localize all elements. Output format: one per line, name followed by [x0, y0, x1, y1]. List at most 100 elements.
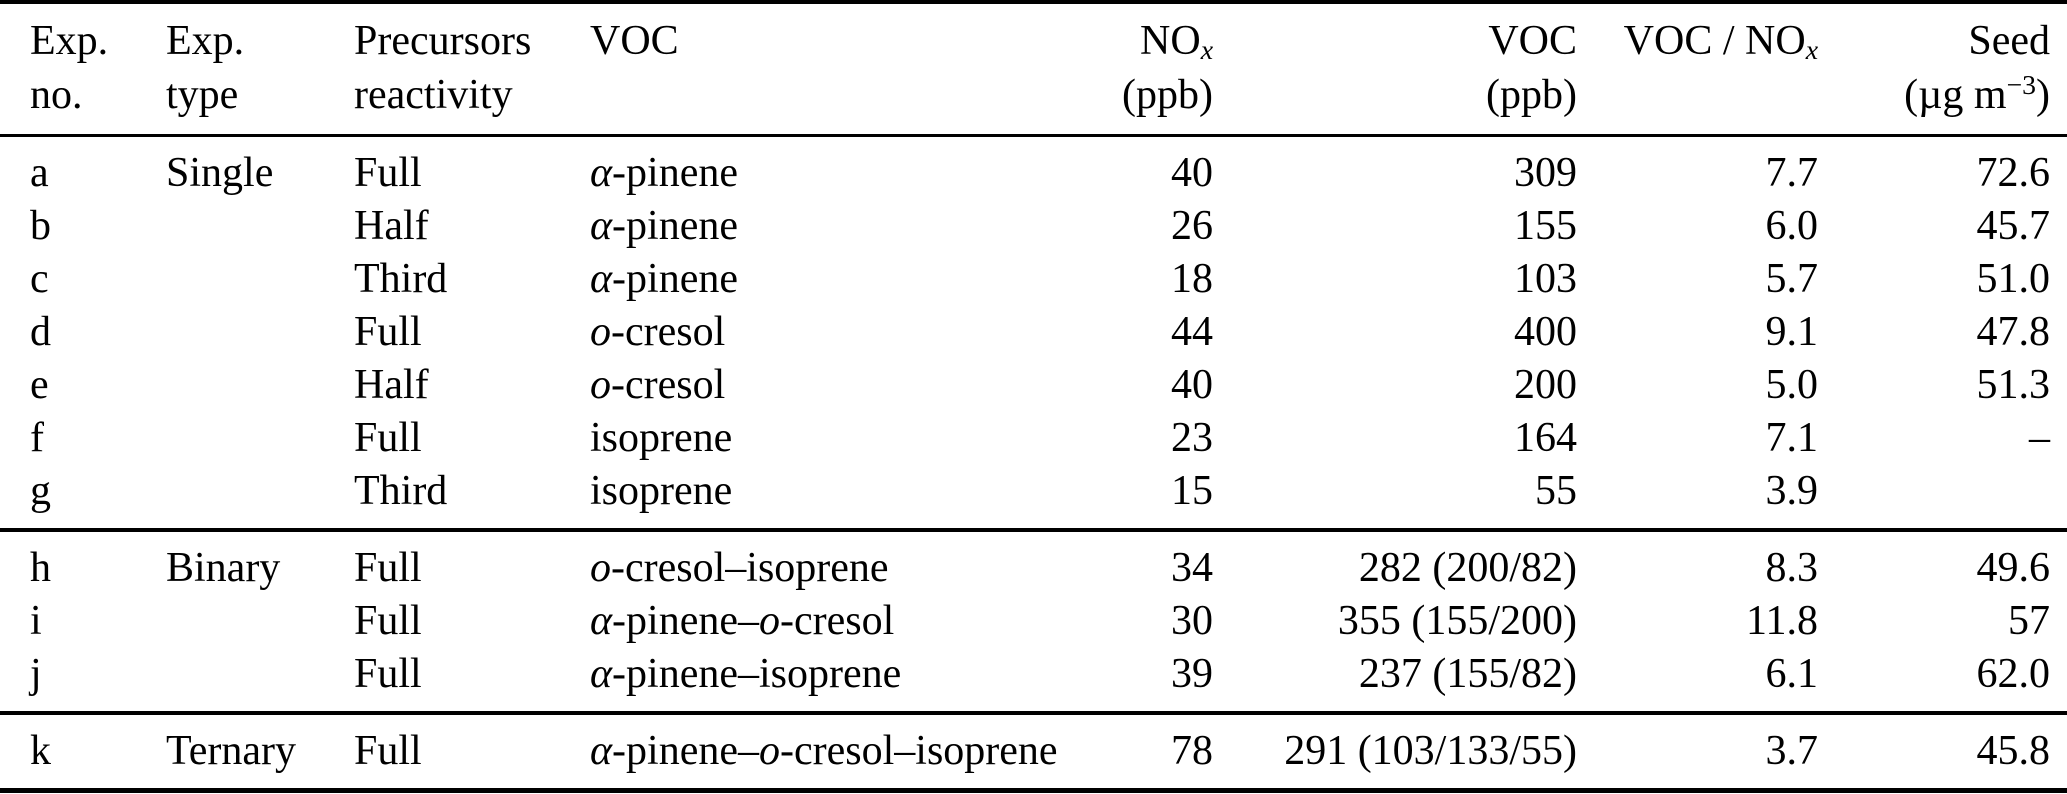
cell-exp-type: Single: [166, 150, 274, 196]
cell-voc: α-pinene–isoprene: [590, 651, 902, 697]
seed-unit-close: ): [2036, 72, 2050, 118]
header-voc-nox-ratio: VOC / NOx: [1577, 2, 1818, 136]
cell-voc-nox-ratio: 9.1: [1765, 309, 1819, 355]
cell-voc: isoprene: [590, 468, 733, 514]
cell-exp-no: j: [30, 651, 42, 697]
cell-voc: α-pinene: [590, 256, 738, 302]
cell-precursors-reactivity: Third: [354, 468, 448, 514]
cell-nox-ppb: 30: [1171, 598, 1213, 644]
cell-precursors-reactivity: Full: [354, 545, 422, 591]
header-voc: VOC: [590, 2, 1120, 136]
cell-seed: 51.3: [1976, 362, 2051, 408]
cell-precursors-reactivity: Half: [354, 203, 429, 249]
cell-exp-no: d: [30, 309, 51, 355]
cell-voc-nox-ratio: 5.7: [1765, 256, 1819, 302]
table-row: c Third α-pinene 18 103 5.7 51.0: [0, 253, 2067, 306]
table-row: k Ternary Full α-pinene–o-cresol–isopren…: [0, 713, 2067, 791]
cell-exp-type: [166, 412, 354, 465]
header-text: (ppb): [1122, 72, 1213, 118]
cell-seed: 57: [2008, 598, 2050, 644]
cell-voc: α-pinene: [590, 203, 738, 249]
cell-nox-ppb: 23: [1171, 415, 1213, 461]
cell-voc-ppb: 155: [1514, 203, 1577, 249]
cell-precursors-reactivity: Full: [354, 415, 422, 461]
cell-seed: 47.8: [1976, 309, 2051, 355]
cell-voc-ppb: 55: [1535, 468, 1577, 514]
header-text: Exp.: [30, 18, 109, 64]
cell-voc-nox-ratio: 11.8: [1746, 598, 1818, 644]
cell-exp-no: i: [30, 598, 42, 644]
cell-voc: o-cresol: [590, 362, 726, 408]
cell-exp-type: [166, 306, 354, 359]
cell-voc-ppb: 309: [1514, 150, 1577, 196]
nox-subscript: x: [1200, 33, 1213, 65]
table-row: e Half o-cresol 40 200 5.0 51.3: [0, 359, 2067, 412]
cell-voc-nox-ratio: 6.0: [1765, 203, 1819, 249]
header-text: NOx: [1120, 14, 1213, 68]
table-header: Exp. no. Exp. type Precursors reactivity…: [0, 2, 2067, 136]
cell-exp-no: k: [30, 728, 51, 774]
cell-nox-ppb: 26: [1171, 203, 1213, 249]
cell-exp-no: f: [30, 415, 44, 461]
cell-seed: 45.7: [1976, 203, 2051, 249]
seed-unit-exponent: −3: [2006, 69, 2037, 101]
header-exp-type: Exp. type: [166, 2, 354, 136]
cell-voc: α-pinene: [590, 150, 738, 196]
cell-voc-nox-ratio: 7.7: [1765, 150, 1819, 196]
cell-nox-ppb: 40: [1171, 150, 1213, 196]
cell-exp-no: b: [30, 203, 51, 249]
cell-voc: o-cresol: [590, 309, 726, 355]
cell-exp-no: a: [30, 150, 49, 196]
seed-unit: (µg m: [1904, 72, 2007, 118]
cell-nox-ppb: 40: [1171, 362, 1213, 408]
cell-exp-type: Ternary: [166, 728, 296, 774]
cell-exp-no: e: [30, 362, 49, 408]
table-row: h Binary Full o-cresol–isoprene 34 282 (…: [0, 530, 2067, 595]
section-binary: h Binary Full o-cresol–isoprene 34 282 (…: [0, 530, 2067, 713]
header-voc-ppb: VOC (ppb): [1213, 2, 1577, 136]
header-text: VOC / NOx: [1577, 14, 1818, 68]
header-precursors-reactivity: Precursors reactivity: [354, 2, 590, 136]
cell-voc: isoprene: [590, 415, 733, 461]
table-row: g Third isoprene 15 55 3.9: [0, 465, 2067, 530]
table-row: j Full α-pinene–isoprene 39 237 (155/82)…: [0, 648, 2067, 713]
table-row: d Full o-cresol 44 400 9.1 47.8: [0, 306, 2067, 359]
table-row: f Full isoprene 23 164 7.1 –: [0, 412, 2067, 465]
section-ternary: k Ternary Full α-pinene–o-cresol–isopren…: [0, 713, 2067, 791]
cell-exp-type: [166, 200, 354, 253]
cell-seed: 62.0: [1976, 651, 2051, 697]
cell-voc-nox-ratio: 5.0: [1765, 362, 1819, 408]
header-text: (ppb): [1486, 72, 1577, 118]
cell-seed: 51.0: [1976, 256, 2051, 302]
header-text: (µg m−3): [1818, 68, 2050, 122]
cell-voc-nox-ratio: 6.1: [1765, 651, 1819, 697]
cell-seed: 49.6: [1976, 545, 2051, 591]
cell-voc-ppb: 164: [1514, 415, 1577, 461]
header-row: Exp. no. Exp. type Precursors reactivity…: [0, 2, 2067, 136]
cell-precursors-reactivity: Half: [354, 362, 429, 408]
ratio-subscript: x: [1805, 33, 1818, 65]
cell-voc-nox-ratio: 8.3: [1765, 545, 1819, 591]
cell-voc: α-pinene–o-cresol–isoprene: [590, 728, 1058, 774]
cell-voc-ppb: 400: [1514, 309, 1577, 355]
cell-precursors-reactivity: Full: [354, 598, 422, 644]
cell-nox-ppb: 78: [1171, 728, 1213, 774]
table-row: b Half α-pinene 26 155 6.0 45.7: [0, 200, 2067, 253]
header-text: reactivity: [354, 72, 513, 118]
header-text: Exp.: [166, 18, 245, 64]
cell-voc-ppb: 237 (155/82): [1358, 651, 1577, 697]
cell-voc: o-cresol–isoprene: [590, 545, 889, 591]
cell-voc: α-pinene–o-cresol: [590, 598, 895, 644]
cell-exp-type: [166, 595, 354, 648]
cell-precursors-reactivity: Third: [354, 256, 448, 302]
cell-voc-ppb: 355 (155/200): [1337, 598, 1577, 644]
cell-voc-nox-ratio: 3.9: [1765, 468, 1819, 514]
cell-nox-ppb: 39: [1171, 651, 1213, 697]
cell-seed: [1818, 465, 2067, 530]
header-text: VOC: [590, 18, 679, 64]
cell-voc-ppb: 200: [1514, 362, 1577, 408]
cell-voc-nox-ratio: 7.1: [1765, 415, 1819, 461]
header-nox-ppb: NOx (ppb): [1120, 2, 1213, 136]
